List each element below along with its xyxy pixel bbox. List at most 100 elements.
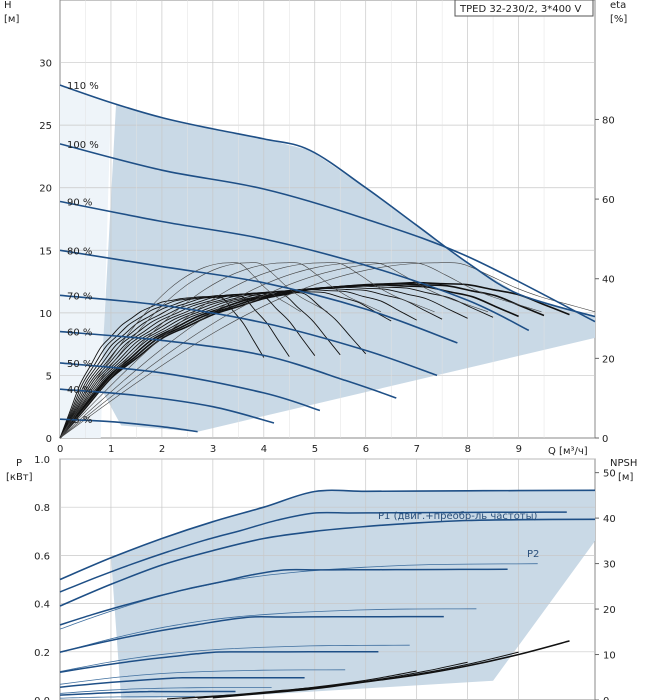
- x-tick-label: 4: [261, 444, 267, 455]
- power-curve: [59, 568, 508, 626]
- y2-tick-label: 40: [602, 275, 615, 286]
- y-tick-label: 20: [39, 184, 52, 195]
- head-curve: [59, 200, 530, 332]
- h-axis-label: H: [4, 0, 12, 11]
- speed-label: 40 %: [67, 385, 92, 396]
- y-tick-label: 15: [39, 246, 52, 257]
- power-curve: [59, 644, 410, 672]
- head-curve: [59, 294, 438, 377]
- head-ticks: 0 1 2 3 4 5 6 7 8 9 0 5 10 15 20 25 30 0 20 40 60 80: [39, 59, 614, 455]
- efficiency-curve-thin: [59, 262, 328, 439]
- npsh-tick-label: 20: [603, 605, 616, 616]
- power-curve: [59, 669, 346, 685]
- p-axis-unit: [кВт]: [6, 472, 33, 483]
- power-curve: [59, 690, 236, 696]
- npsh-tick-label: 30: [603, 560, 616, 571]
- operating-area: [100, 104, 595, 432]
- power-curve: [59, 676, 305, 688]
- y-tick-label: 30: [39, 59, 52, 70]
- head-curves: 110 % 100 % 90 % 80 % 70 % 60 % 50 % 40 % 25 %: [59, 81, 596, 433]
- head-chart: 110 % 100 % 90 % 80 % 70 % 60 % 50 % 40 % 25 % 0…: [4, 0, 627, 457]
- q-axis-label: Q [м³/ч]: [548, 446, 588, 457]
- npsh-curve: [166, 640, 570, 700]
- power-grid: [60, 458, 595, 700]
- power-curve: [59, 686, 272, 694]
- speed-label: 100 %: [67, 140, 99, 151]
- x-tick-label: 9: [516, 444, 522, 455]
- h-axis-unit: [м]: [4, 14, 19, 25]
- power-curve: [59, 696, 195, 699]
- y-tick-label: 10: [39, 309, 52, 320]
- npsh-tick-label: 50: [603, 469, 616, 480]
- p-tick-label: 0.4: [34, 600, 50, 611]
- y-tick-label: 25: [39, 121, 52, 132]
- npsh-curve-line: [166, 670, 417, 700]
- power-ticks: 0.0 0.2 0.4 0.6 0.8 1.0 0 10 20 30 40 50: [34, 455, 616, 700]
- speed-label: 70 %: [67, 291, 92, 302]
- y2-tick-label: 0: [602, 434, 608, 445]
- eta-axis-unit: [%]: [610, 14, 627, 25]
- npsh-axis-label: NPSH: [610, 458, 637, 469]
- efficiency-curves: [59, 262, 596, 439]
- efficiency-curve: [59, 293, 316, 439]
- speed-label: 110 %: [67, 81, 99, 92]
- head-curve: [59, 330, 397, 399]
- y2-tick-label: 20: [602, 354, 615, 365]
- efficiency-curve: [59, 296, 265, 439]
- x-tick-label: 5: [312, 444, 318, 455]
- p2-annotation: P2: [527, 549, 539, 560]
- x-tick-label: 6: [363, 444, 369, 455]
- power-curve: [59, 563, 538, 630]
- y-tick-label: 0: [46, 434, 52, 445]
- npsh-tick-label: 40: [603, 514, 616, 525]
- npsh-axis-unit: [м]: [618, 472, 633, 483]
- x-tick-label: 7: [414, 444, 420, 455]
- operating-area-power: [111, 490, 595, 699]
- efficiency-curve: [59, 292, 341, 439]
- y2-tick-label: 60: [602, 195, 615, 206]
- power-curves: [59, 489, 596, 699]
- power-curve: [59, 489, 596, 581]
- head-curve: [59, 84, 596, 318]
- efficiency-curve-thin: [59, 262, 542, 439]
- npsh-tick-label: 10: [603, 651, 616, 662]
- y2-tick-label: 80: [602, 115, 615, 126]
- power-curve: [59, 608, 477, 653]
- speed-label: 25 %: [67, 415, 92, 426]
- x-tick-label: 0: [57, 444, 63, 455]
- p-axis-label: P: [16, 458, 22, 469]
- head-curve: [59, 143, 596, 323]
- operating-area: [111, 490, 595, 699]
- x-tick-label: 2: [159, 444, 165, 455]
- speed-label: 80 %: [67, 246, 92, 257]
- head-curve: [59, 249, 458, 344]
- efficiency-curve-thin: [59, 262, 382, 439]
- x-tick-label: 1: [108, 444, 114, 455]
- p-tick-label: 0.2: [34, 648, 50, 659]
- power-chart: 0.0 0.2 0.4 0.6 0.8 1.0 0 10 20 30 40 50 P [кВт] NP…: [6, 455, 637, 700]
- power-curve: [59, 615, 444, 653]
- eta-axis-label: eta: [610, 0, 626, 11]
- chart-title: TPED 32-230/2, 3*400 V: [459, 4, 581, 15]
- p1-annotation: P1 (двиг.+преобр-ль частоты): [378, 511, 538, 522]
- x-tick-label: 3: [210, 444, 216, 455]
- speed-label: 50 %: [67, 359, 92, 370]
- efficiency-curve-thin: [59, 262, 596, 439]
- head-curve: [59, 388, 275, 424]
- p-tick-label: 0.0: [34, 696, 50, 700]
- p-tick-label: 0.8: [34, 503, 50, 514]
- head-curve: [59, 362, 321, 412]
- speed-label: 90 %: [67, 197, 92, 208]
- efficiency-curve: [59, 295, 290, 439]
- power-curve: [59, 650, 379, 673]
- power-curve: [59, 518, 596, 607]
- title-box: [454, 0, 594, 17]
- efficiency-curve-thin: [59, 262, 489, 439]
- y-tick-label: 5: [46, 371, 52, 382]
- efficiency-curve-thin: [59, 262, 301, 439]
- power-curve: [59, 511, 567, 593]
- p-tick-label: 0.6: [34, 551, 50, 562]
- speed-label: 60 %: [67, 328, 92, 339]
- npsh-tick-label: 0: [603, 696, 609, 700]
